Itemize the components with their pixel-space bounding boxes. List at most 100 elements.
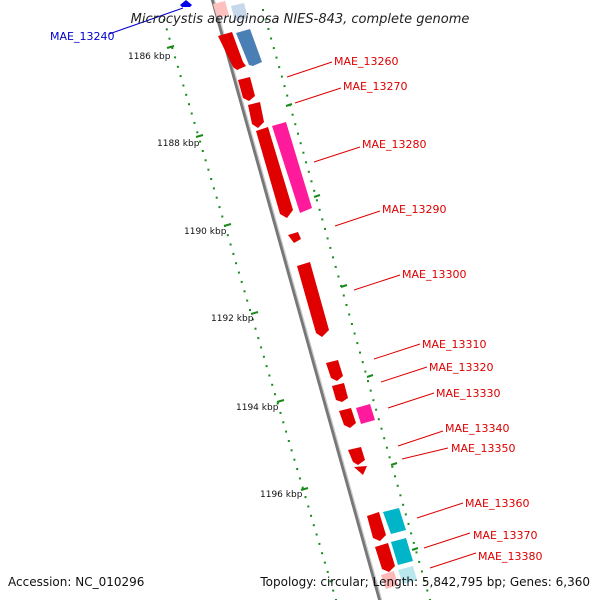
track-dot [182, 84, 185, 87]
track-dot [324, 227, 326, 230]
track-dot [171, 47, 174, 50]
track-dot [267, 28, 270, 30]
kbp-tick-label: 1196 kbp [260, 490, 303, 500]
gene-arrow [356, 404, 375, 424]
track-dot [415, 551, 418, 554]
track-dot [345, 304, 348, 306]
gene-arrow [354, 466, 367, 475]
gene-leader-line [397, 430, 444, 447]
track-dot [304, 496, 307, 499]
gene-label[interactable]: MAE_13360 [465, 497, 529, 510]
track-dot [402, 503, 405, 506]
gene-label[interactable]: MAE_13310 [422, 338, 486, 351]
gene-label[interactable]: MAE_13370 [473, 529, 537, 542]
gene-label-group-left: MAE_13240 [50, 0, 192, 43]
gene-label[interactable]: MAE_13350 [451, 442, 515, 455]
track-dot [334, 265, 337, 268]
gene-label[interactable]: MAE_13300 [402, 268, 466, 281]
track-dot [176, 65, 179, 68]
inner-tick [411, 547, 419, 551]
track-dot [174, 56, 177, 59]
track-dot [302, 151, 305, 154]
map-title: Microcystis aeruginosa NIES-843, complet… [131, 12, 470, 27]
gene-leader-line [416, 502, 464, 519]
track-dot [215, 196, 218, 199]
gene-labels-right: MAE_13260 MAE_13270 MAE_13280 MAE_13290 … [286, 55, 542, 569]
track-dot [276, 402, 279, 405]
gene-label[interactable]: MAE_13270 [343, 80, 407, 93]
kbp-tick-mark [300, 487, 309, 491]
track-dot [270, 37, 273, 40]
track-dot [212, 187, 215, 190]
gene-arrow [339, 408, 356, 428]
kbp-tick-label: 1192 kbp [211, 314, 254, 324]
gene-arrow [375, 543, 395, 572]
gene-label[interactable]: MAE_13380 [478, 550, 542, 563]
gene-leader-line [108, 7, 184, 35]
gene-arrow-faded [381, 571, 398, 589]
track-dot [359, 351, 361, 354]
genome-backbone [210, 0, 382, 600]
track-dot [193, 121, 196, 124]
gene-arrow [297, 262, 329, 337]
track-dot [375, 408, 378, 411]
gene-label[interactable]: MAE_13320 [429, 361, 493, 374]
track-dot [185, 93, 188, 96]
kbp-tick-label: 1190 kbp [184, 227, 227, 237]
topology-text: Topology: circular; Length: 5,842,795 bp… [259, 575, 590, 589]
track-dot [268, 374, 271, 377]
gene-arrow [272, 122, 312, 213]
gene-arrow-faded [231, 3, 248, 21]
gene-label[interactable]: MAE_13340 [445, 422, 509, 435]
track-dot [305, 161, 308, 164]
track-dot [272, 47, 275, 50]
track-dot [410, 532, 413, 535]
genome-backbone-highlight [213, 0, 383, 600]
track-dot [423, 580, 426, 582]
gene-arrow [248, 102, 264, 128]
track-dot [207, 168, 210, 171]
gene-label[interactable]: MAE_13330 [436, 387, 500, 400]
track-dot [388, 456, 391, 459]
track-dot [264, 18, 267, 21]
track-dot [278, 66, 281, 69]
track-dot [310, 514, 312, 517]
track-dot [232, 252, 235, 255]
gene-label[interactable]: MAE_13240 [50, 30, 114, 43]
track-dot [361, 361, 364, 364]
track-dot [188, 103, 190, 106]
track-dot [290, 449, 293, 452]
track-dot [286, 94, 289, 97]
gene-leader-line [286, 61, 333, 78]
track-dot [275, 56, 278, 59]
inner-tick-marks [285, 103, 419, 551]
track-dot [321, 552, 324, 555]
gene-leader-line [373, 343, 421, 360]
track-dot [221, 215, 224, 218]
track-dot [271, 383, 274, 386]
gene-label[interactable]: MAE_13290 [382, 203, 446, 216]
track-dot [274, 393, 276, 396]
track-dot [329, 246, 332, 249]
track-dot [312, 524, 315, 527]
track-dot [282, 421, 285, 424]
track-dot [367, 380, 369, 383]
gene-label[interactable]: MAE_13280 [362, 138, 426, 151]
gene-arrow [326, 360, 343, 381]
gene-leader-line [294, 87, 342, 104]
track-dot [251, 318, 254, 321]
track-dot [246, 299, 249, 302]
track-dot [257, 337, 260, 340]
track-dot [260, 346, 263, 349]
gene-leader-line [380, 366, 428, 383]
kbp-tick-mark [276, 399, 285, 403]
gene-arrow [236, 29, 262, 66]
gene-label[interactable]: MAE_13260 [334, 55, 398, 68]
inner-tick [366, 374, 374, 378]
track-dot [364, 370, 367, 373]
gene-arrow [218, 32, 246, 70]
track-dot [353, 332, 356, 335]
track-dot [190, 112, 193, 115]
track-dot [326, 570, 329, 573]
inner-tick-track [262, 9, 431, 600]
